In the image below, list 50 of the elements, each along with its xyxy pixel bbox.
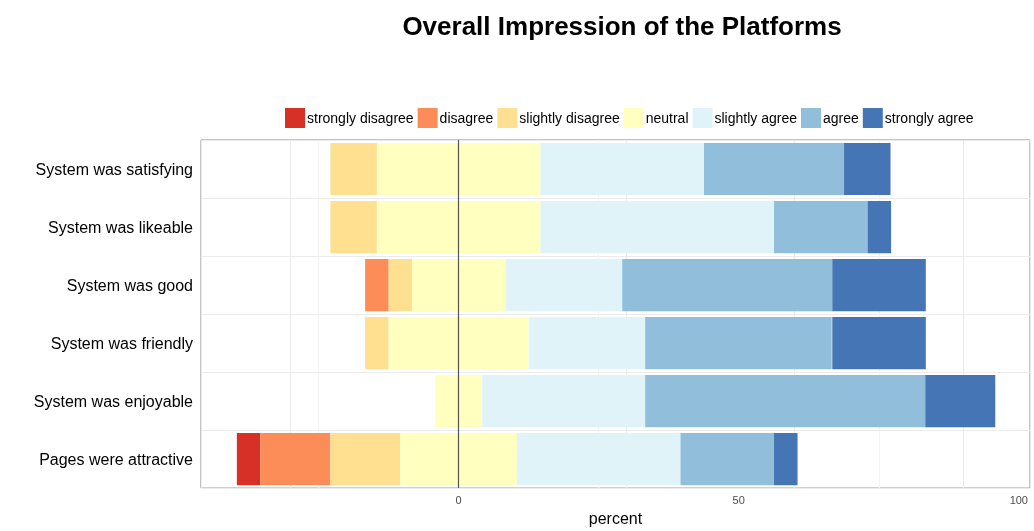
legend-label: slightly disagree [519, 110, 620, 126]
bar [704, 142, 845, 196]
bar [388, 258, 413, 312]
y-tick-label: System was good [66, 276, 193, 294]
bar [925, 374, 996, 428]
bar [400, 432, 517, 486]
y-tick-label: System was likeable [48, 218, 194, 236]
chart-title: Overall Impression of the Platforms [402, 11, 842, 41]
bar [832, 316, 926, 370]
bar [867, 200, 892, 254]
bar [540, 200, 775, 254]
y-tick-label: System was satisfying [35, 160, 193, 178]
bar [330, 200, 377, 254]
legend-label: disagree [439, 110, 494, 126]
bar [645, 374, 926, 428]
bar [540, 142, 704, 196]
y-tick-label: System was enjoyable [33, 392, 194, 410]
bar [680, 432, 775, 486]
bar [412, 258, 506, 312]
bar [330, 432, 401, 486]
y-tick-label: System was friendly [50, 334, 193, 352]
bar [505, 258, 623, 312]
bar [435, 374, 482, 428]
bar [236, 432, 261, 486]
bar [376, 200, 541, 254]
legend-label: neutral [645, 110, 689, 126]
bar [365, 258, 389, 312]
x-tick-label: 0 [455, 493, 462, 506]
bar [832, 258, 926, 312]
bar [376, 142, 541, 196]
bar [482, 374, 646, 428]
bar [260, 432, 331, 486]
x-axis-title: percent [588, 509, 643, 527]
legend-label: strongly agree [884, 110, 974, 126]
bar [622, 258, 833, 312]
bar [774, 200, 868, 254]
bar [365, 316, 389, 370]
bar [528, 316, 646, 370]
x-tick-label: 100 [1009, 493, 1028, 506]
bar [388, 316, 529, 370]
x-tick-label: 50 [732, 493, 745, 506]
bar [645, 316, 832, 370]
bar [844, 142, 891, 196]
bar [330, 142, 377, 196]
bar [774, 432, 798, 486]
bar [516, 432, 681, 486]
legend-label: slightly agree [714, 110, 798, 126]
legend-label: agree [823, 110, 860, 126]
y-tick-label: Pages were attractive [39, 450, 194, 468]
legend-label: strongly disagree [307, 110, 414, 126]
